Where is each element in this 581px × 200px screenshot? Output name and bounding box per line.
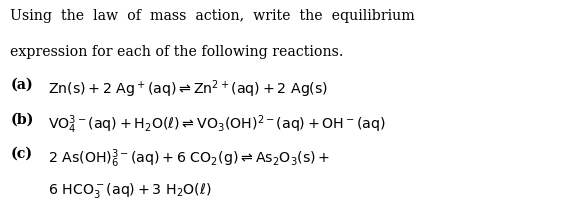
Text: (b): (b) [10,113,34,127]
Text: expression for each of the following reactions.: expression for each of the following rea… [10,45,344,59]
Text: (a): (a) [10,78,33,92]
Text: Using  the  law  of  mass  action,  write  the  equilibrium: Using the law of mass action, write the … [10,9,415,23]
Text: $\mathrm{Zn(s) + 2\ Ag^+(aq) \rightleftharpoons Zn^{2+}(aq) + 2\ Ag(s)}$: $\mathrm{Zn(s) + 2\ Ag^+(aq) \rightlefth… [48,78,328,100]
Text: (c): (c) [10,147,33,161]
Text: $\mathrm{6\ HCO_3^-(aq) + 3\ H_2O(\ell)}$: $\mathrm{6\ HCO_3^-(aq) + 3\ H_2O(\ell)}… [48,181,211,200]
Text: $\mathrm{2\ As(OH)_6^{3-}(aq) + 6\ CO_2(g) \rightleftharpoons As_2O_3(s) +}$: $\mathrm{2\ As(OH)_6^{3-}(aq) + 6\ CO_2(… [48,147,330,170]
Text: $\mathrm{VO_4^{3-}(aq) + H_2O(\ell) \rightleftharpoons VO_3(OH)^{2-}(aq) + OH^-(: $\mathrm{VO_4^{3-}(aq) + H_2O(\ell) \rig… [48,113,385,136]
